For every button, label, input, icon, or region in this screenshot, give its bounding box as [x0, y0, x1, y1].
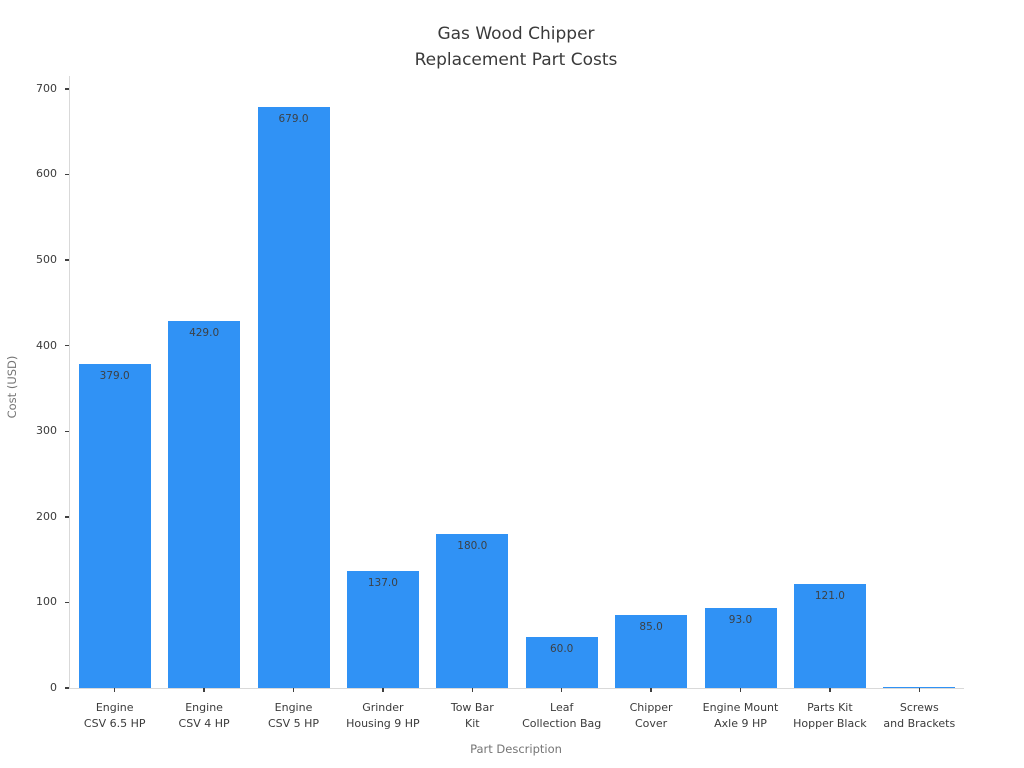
bar — [168, 320, 241, 688]
y-tick-mark — [64, 430, 69, 432]
x-tick-label: Engine CSV 5 HP — [267, 701, 320, 730]
bar-value-label: 121.0 — [814, 590, 845, 603]
y-tick-mark — [64, 88, 69, 90]
bar — [615, 615, 688, 688]
x-tick-label: Tow Bar Kit — [450, 701, 494, 730]
bar-value-label: 429.0 — [189, 326, 220, 339]
chart-title-line-1: Gas Wood Chipper — [437, 24, 595, 44]
chart-title: Gas Wood Chipper Replacement Part Costs — [4, 21, 1024, 73]
bar — [704, 608, 777, 688]
bar — [346, 570, 419, 688]
x-tick-label: Leaf Collection Bag — [522, 701, 602, 730]
y-tick-label: 700 — [36, 81, 57, 95]
chart-title-line-2: Replacement Part Costs — [414, 50, 618, 70]
y-tick-label: 400 — [36, 338, 57, 352]
bar-value-label: 85.0 — [639, 621, 663, 634]
x-tick-mark — [382, 688, 384, 692]
x-axis-title: Part Description — [470, 742, 562, 756]
y-tick-label: 500 — [36, 253, 57, 267]
x-tick-label: Engine CSV 6.5 HP — [83, 701, 146, 730]
bar-value-label: 93.0 — [728, 614, 753, 627]
bar-value-label: 180.0 — [457, 539, 488, 552]
x-tick-label: Parts Kit Hopper Black — [793, 701, 867, 730]
bar — [78, 363, 151, 688]
bar-value-label: 379.0 — [99, 369, 130, 382]
x-tick-label: Engine CSV 4 HP — [178, 701, 230, 730]
bar — [436, 533, 509, 688]
y-tick-mark — [64, 344, 69, 347]
x-tick-mark — [471, 688, 473, 692]
y-tick-mark — [64, 601, 69, 604]
x-tick-mark — [739, 688, 742, 692]
x-tick-mark — [829, 688, 831, 692]
x-tick-label: Engine Mount Axle 9 HP — [702, 701, 779, 730]
y-tick-label: 300 — [36, 424, 57, 438]
x-tick-mark — [292, 688, 295, 692]
bar — [883, 687, 956, 688]
bar-value-label: 679.0 — [278, 112, 309, 125]
y-axis-title: Cost (USD) — [5, 355, 19, 419]
bar — [793, 584, 866, 688]
y-tick-label: 600 — [36, 167, 57, 181]
y-tick-label: 0 — [50, 681, 57, 694]
bar-value-label: 137.0 — [367, 576, 398, 589]
bar-value-label: 60.0 — [549, 642, 574, 655]
x-tick-mark — [650, 688, 652, 692]
x-tick-mark — [918, 688, 920, 692]
y-tick-mark — [64, 173, 69, 176]
x-tick-mark — [561, 688, 563, 692]
x-tick-label: Grinder Housing 9 HP — [346, 701, 420, 730]
y-tick-label: 100 — [36, 595, 57, 609]
x-tick-mark — [203, 688, 205, 692]
bar — [525, 636, 598, 688]
y-tick-mark — [64, 687, 69, 689]
y-tick-mark — [64, 259, 69, 261]
x-tick-mark — [114, 688, 116, 692]
x-tick-label: Screws and Brackets — [883, 701, 956, 730]
x-tick-label: Chipper Cover — [629, 701, 673, 730]
bar — [257, 106, 330, 688]
y-tick-label: 200 — [36, 509, 57, 523]
y-tick-mark — [64, 516, 69, 518]
plot-area: 0 100 200 300 400 500 600 700 379.0 Engine CSV 6.… — [36, 76, 964, 730]
